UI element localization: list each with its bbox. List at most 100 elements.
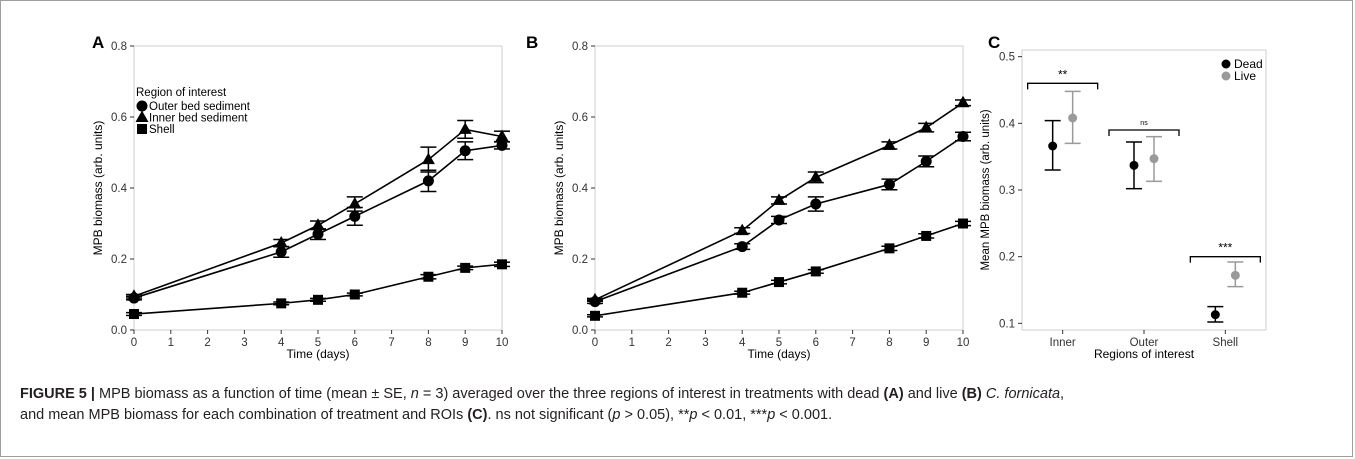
x-tick-label: 5 [776, 337, 782, 349]
y-tick-label: 0.6 [111, 112, 127, 124]
y-tick-label: 0.0 [111, 325, 127, 337]
significance-bracket [1027, 82, 1099, 90]
caption-label-c: (C) [467, 407, 488, 423]
x-axis-label: Regions of interest [1094, 347, 1195, 361]
y-tick-label: 0.6 [572, 112, 588, 124]
data-point [349, 289, 360, 300]
legend-marker [136, 100, 148, 112]
caption-p-symbol: p [612, 407, 621, 423]
caption-text: and live [903, 386, 962, 402]
legend-label: Shell [149, 124, 175, 136]
data-point [313, 294, 323, 305]
caption-label-a: (A) [883, 386, 904, 402]
legend-title: Region of interest [136, 87, 227, 99]
data-point [276, 298, 287, 309]
data-point [920, 155, 932, 167]
legend-label: Outer bed sediment [149, 101, 251, 113]
data-point [1210, 310, 1220, 320]
data-point [349, 210, 361, 222]
caption-p-symbol: p [767, 407, 776, 423]
significance-bracket [1189, 256, 1261, 263]
data-point [274, 236, 288, 248]
data-point [1230, 270, 1240, 280]
data-point [735, 223, 749, 236]
x-tick-label: 5 [315, 337, 321, 349]
y-tick-label: 0.2 [111, 254, 127, 266]
data-point [497, 259, 507, 270]
significance-label: ** [1058, 67, 1068, 81]
x-tick-label: 9 [923, 337, 929, 349]
caption-text: MPB biomass as a function of time (mean … [94, 386, 411, 402]
y-tick-label: 0.2 [999, 252, 1015, 264]
data-point [423, 271, 434, 282]
data-point [459, 145, 471, 157]
panel-a: 0 1 2 3 4 5 6 7 8 9 10 0.0 0.2 0.4 0.6 0.8 Time (days) MP… [91, 33, 510, 361]
panel-label: A [92, 33, 104, 52]
y-tick-label: 0.4 [111, 183, 128, 195]
x-tick-label: 4 [278, 337, 285, 349]
x-tick-label: 9 [462, 337, 468, 349]
legend-label: Dead [1234, 57, 1263, 71]
panel-b: 0 1 2 3 4 5 6 7 8 9 10 0.0 0.2 0.4 0.6 0.8 Time (days) MP… [526, 33, 971, 361]
panel-label: B [526, 33, 538, 52]
data-point [496, 139, 508, 151]
significance-label: ns [1140, 120, 1148, 127]
significance-label: *** [1218, 241, 1232, 255]
data-point [1129, 160, 1139, 170]
data-point [921, 230, 932, 241]
data-point [422, 175, 434, 187]
data-point [312, 228, 324, 240]
data-point [882, 138, 896, 150]
y-tick-label: 0.4 [999, 118, 1016, 130]
data-point [884, 243, 895, 254]
caption-text: , [1060, 386, 1065, 402]
legend-label: Live [1234, 69, 1256, 83]
caption-text: . ns not significant ( [487, 407, 613, 423]
caption-text: < 0.01, *** [697, 407, 768, 423]
data-point [737, 287, 748, 298]
y-tick-label: 0.4 [572, 183, 589, 195]
data-point [772, 193, 786, 205]
legend-marker [1221, 59, 1231, 69]
y-axis-label: MPB biomass (arb. units) [552, 121, 566, 256]
x-tick-label: Outer [1130, 337, 1159, 349]
x-tick-label: 2 [665, 337, 671, 349]
caption-text: = 3) averaged over the three regions of … [418, 386, 884, 402]
data-point [590, 310, 600, 321]
y-tick-label: 0.8 [572, 41, 588, 53]
x-tick-label: 6 [352, 337, 358, 349]
y-tick-label: 0.2 [572, 254, 588, 266]
x-tick-label: 8 [886, 337, 892, 349]
x-tick-label: 2 [204, 337, 210, 349]
caption-text: < 0.001. [775, 407, 833, 423]
x-tick-label: 1 [168, 337, 174, 349]
x-tick-label: 10 [957, 337, 970, 349]
x-tick-label: 7 [849, 337, 855, 349]
data-point [348, 196, 362, 209]
data-point [956, 95, 970, 108]
y-tick-label: 0.0 [572, 325, 588, 337]
x-tick-label: 6 [813, 337, 819, 349]
plot-border [1021, 49, 1267, 331]
data-point [774, 277, 784, 288]
data-point [773, 214, 785, 226]
y-axis-label: Mean MPB biomass (arb. units) [980, 109, 992, 270]
data-point [311, 218, 325, 230]
y-axis-label: MPB biomass (arb. units) [91, 121, 105, 256]
x-tick-label: 7 [388, 337, 394, 349]
legend-label: Inner bed sediment [149, 113, 248, 125]
data-point [883, 178, 895, 190]
panel-c: 0.1 0.2 0.3 0.4 0.5 Inner Outer Shell Regions of… [980, 33, 1267, 361]
plot-border [594, 45, 964, 331]
x-tick-label: 4 [739, 337, 746, 349]
data-point [809, 170, 823, 182]
data-point [736, 241, 748, 253]
caption-p-symbol: p [689, 407, 698, 423]
data-point [810, 198, 822, 210]
series-line [133, 128, 503, 298]
data-point [129, 309, 139, 320]
data-point [1068, 113, 1078, 123]
caption-species: C. fornicata [981, 386, 1061, 402]
